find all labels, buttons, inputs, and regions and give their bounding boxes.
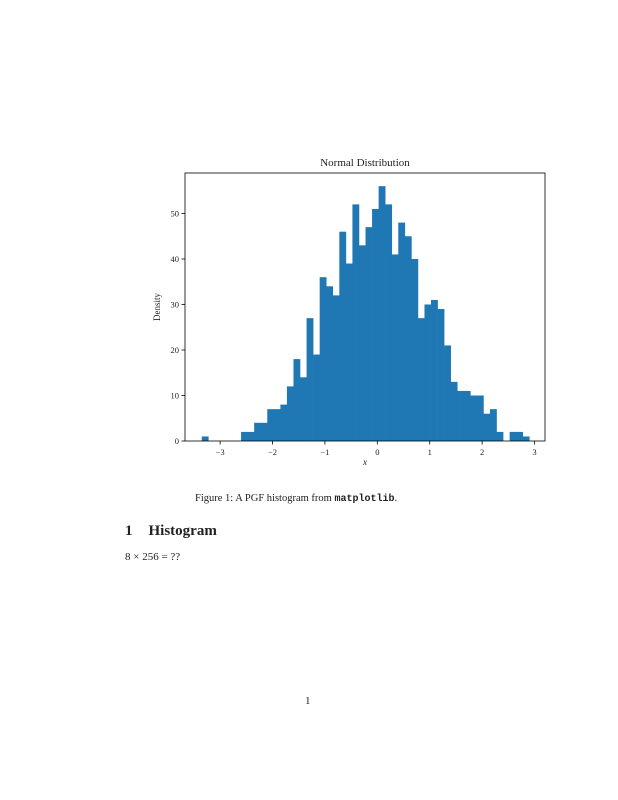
y-axis-label: Density: [152, 293, 162, 321]
histogram-bar: [241, 431, 248, 441]
axes-frame: [184, 172, 546, 442]
body-text: 8 × 256 = ??: [125, 551, 181, 563]
histogram-bar: [352, 204, 360, 441]
histogram-bar: [470, 395, 478, 441]
histogram-bar: [404, 236, 412, 441]
histogram-bar: [431, 299, 438, 441]
histogram-bar: [339, 231, 347, 441]
histogram-bar: [319, 277, 327, 441]
histogram-bar: [280, 404, 288, 441]
x-tick-label: −2: [268, 447, 277, 457]
x-tick-label: 2: [480, 447, 484, 457]
histogram-bar: [509, 431, 517, 441]
histogram-bar: [450, 381, 458, 441]
histogram-bar: [372, 208, 379, 441]
histogram-bar: [483, 413, 491, 441]
histogram-bar: [476, 395, 484, 441]
x-tick-label: 0: [375, 447, 379, 457]
x-tick-label: −1: [320, 447, 329, 457]
histogram-bar: [391, 254, 399, 441]
caption-label: Figure 1:: [195, 493, 234, 504]
histogram-bar: [313, 354, 320, 441]
histogram-bar: [365, 227, 373, 441]
histogram-bar: [496, 431, 504, 441]
histogram-bar: [424, 304, 432, 441]
histogram-bar: [300, 377, 307, 441]
histogram-bar: [286, 386, 294, 441]
histogram-bar: [522, 436, 530, 441]
x-axis-label: x: [362, 457, 367, 467]
chart-title: Normal Distribution: [320, 157, 410, 169]
figure-caption: Figure 1: A PGF histogram from matplotli…: [195, 493, 397, 505]
histogram-bar: [273, 409, 281, 441]
histogram-bar: [247, 431, 255, 441]
caption-text: A PGF histogram from: [235, 493, 332, 504]
histogram-bar: [358, 245, 366, 441]
y-tick-label: 10: [171, 390, 180, 400]
histogram-bar: [267, 409, 275, 441]
x-tick-label: −3: [216, 447, 225, 457]
chart: Normal Distribution x Density −3 −2 −1 0 1 2 3…: [152, 157, 546, 467]
section-title: Histogram: [148, 523, 217, 539]
y-tick-label: 20: [171, 345, 180, 355]
section-number: 1: [125, 523, 133, 539]
caption-end: .: [394, 493, 398, 504]
histogram-bar: [417, 318, 425, 441]
histogram-bar: [489, 409, 497, 441]
histogram-bar: [444, 345, 451, 441]
caption-code: matplotlib: [334, 494, 395, 505]
histogram-bar: [516, 431, 524, 441]
histogram-bar: [306, 318, 314, 441]
histogram-bar: [411, 258, 419, 441]
histogram-bar: [463, 390, 471, 441]
histogram-bar: [260, 422, 268, 441]
histogram-bar: [457, 390, 465, 441]
histogram-bar: [437, 309, 445, 441]
x-tick-label: 3: [532, 447, 536, 457]
histogram-bar: [398, 222, 406, 441]
section-heading: 1 Histogram: [125, 523, 217, 540]
histogram-bar: [385, 204, 393, 441]
histogram-bar: [201, 436, 209, 441]
histogram-bar: [345, 263, 353, 441]
y-tick-label: 0: [175, 436, 179, 446]
y-tick-label: 40: [171, 254, 180, 264]
page-number: 1: [305, 695, 311, 707]
histogram-bar: [254, 422, 262, 441]
y-tick-label: 50: [171, 208, 180, 218]
histogram-bar: [326, 286, 334, 441]
histogram-bar: [293, 359, 301, 441]
histogram-bar: [332, 295, 340, 441]
x-tick-label: 1: [428, 447, 432, 457]
histogram-bar: [378, 186, 386, 441]
y-tick-label: 30: [171, 299, 180, 309]
